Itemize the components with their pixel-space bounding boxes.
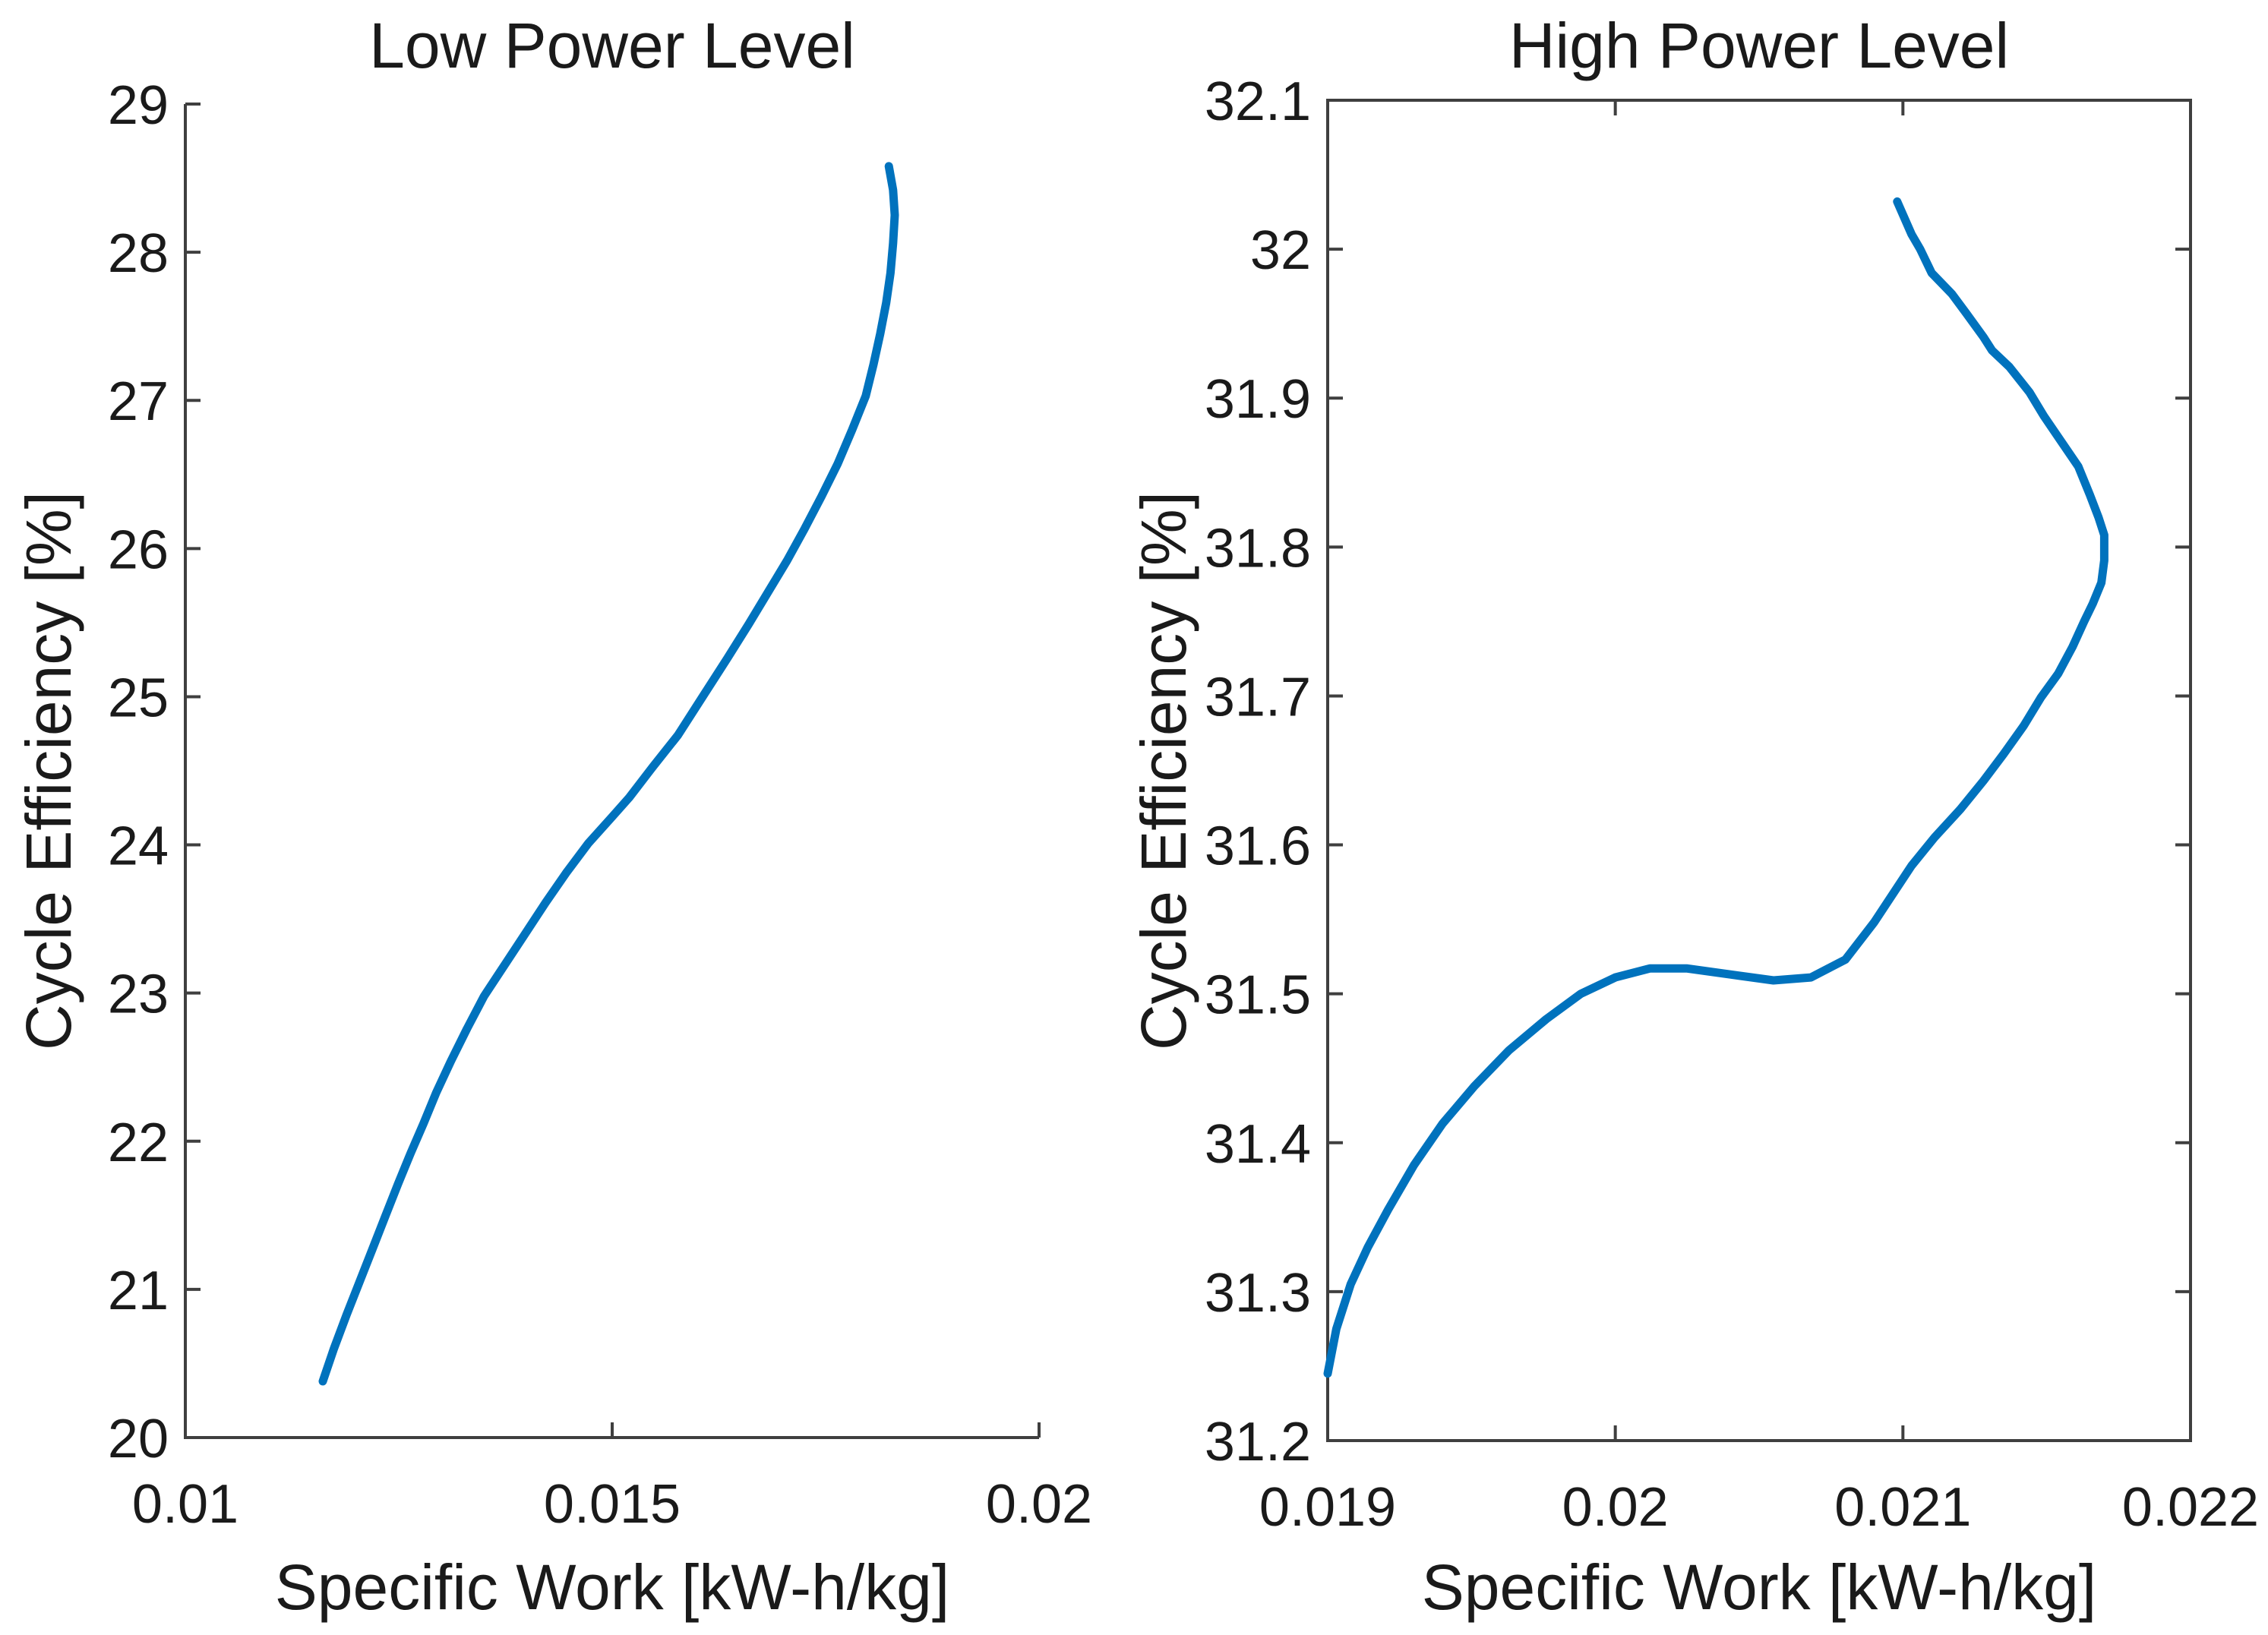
cycle-efficiency-low-curve bbox=[318, 162, 899, 1386]
x-tick-label: 0.02 bbox=[986, 1474, 1092, 1535]
y-tick-label: 23 bbox=[108, 964, 169, 1025]
xlabel-low-power: Specific Work [kW-h/kg] bbox=[274, 1551, 950, 1623]
x-tick-label: 0.02 bbox=[1562, 1477, 1669, 1538]
y-tick-label: 28 bbox=[108, 223, 169, 284]
y-tick-label: 32.1 bbox=[1205, 71, 1311, 132]
ylabel-low-power: Cycle Efficiency [%] bbox=[13, 491, 84, 1051]
y-tick-label: 31.9 bbox=[1205, 369, 1311, 430]
title-high-power: High Power Level bbox=[1508, 10, 2010, 81]
title-low-power: Low Power Level bbox=[369, 10, 855, 81]
x-tick-label: 0.01 bbox=[132, 1474, 238, 1535]
y-tick-label: 21 bbox=[108, 1261, 169, 1321]
y-tick-label: 20 bbox=[108, 1409, 169, 1469]
y-tick-label: 22 bbox=[108, 1113, 169, 1173]
y-tick-label: 31.3 bbox=[1205, 1263, 1311, 1324]
y-tick-label: 31.7 bbox=[1205, 667, 1311, 728]
y-tick-label: 31.4 bbox=[1205, 1114, 1311, 1175]
y-tick-label: 24 bbox=[108, 816, 169, 877]
xlabel-high-power: Specific Work [kW-h/kg] bbox=[1421, 1551, 2097, 1623]
axis-lines bbox=[184, 104, 1039, 1439]
ylabel-high-power: Cycle Efficiency [%] bbox=[1128, 491, 1199, 1051]
y-tick-label: 26 bbox=[108, 519, 169, 580]
plot-box bbox=[1326, 99, 2192, 1442]
x-tick-label: 0.019 bbox=[1259, 1477, 1396, 1538]
y-tick-label: 29 bbox=[108, 75, 169, 136]
y-tick-label: 25 bbox=[108, 668, 169, 728]
x-tick-label: 0.021 bbox=[1834, 1477, 1971, 1538]
cycle-efficiency-high-curve bbox=[1323, 197, 2108, 1378]
y-tick-label: 27 bbox=[108, 371, 169, 432]
y-tick-label: 31.5 bbox=[1205, 965, 1311, 1026]
y-tick-label: 32 bbox=[1250, 220, 1311, 281]
y-tick-label: 31.6 bbox=[1205, 816, 1311, 877]
x-tick-label: 0.022 bbox=[2122, 1477, 2259, 1538]
x-tick-label: 0.015 bbox=[544, 1474, 681, 1535]
y-tick-label: 31.8 bbox=[1205, 518, 1311, 579]
y-tick-label: 31.2 bbox=[1205, 1412, 1311, 1472]
